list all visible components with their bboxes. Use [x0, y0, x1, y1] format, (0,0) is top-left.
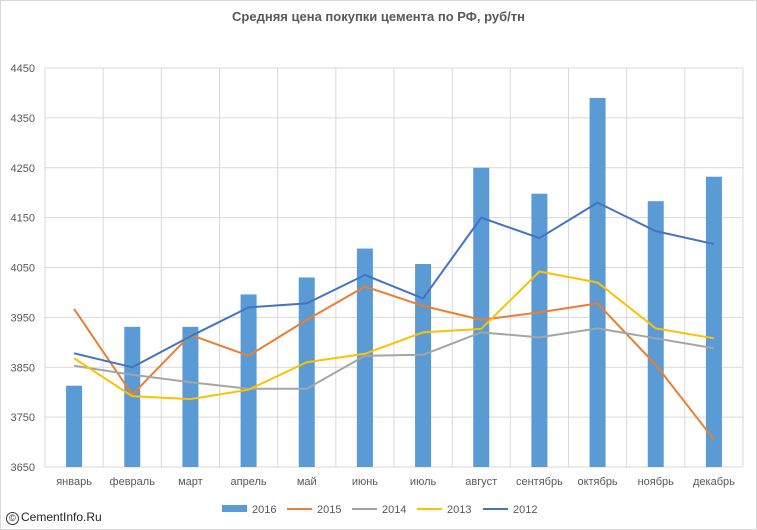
- legend: 2016 2015 2014 2013 2012: [222, 504, 537, 516]
- y-tick-label: 4450: [11, 63, 35, 75]
- bar-series: [66, 97, 722, 468]
- legend-label-2015: 2015: [317, 504, 341, 516]
- x-tick-label: сентябрь: [516, 476, 563, 488]
- legend-label-2013: 2013: [447, 504, 471, 516]
- x-tick-label: декабрь: [693, 476, 735, 488]
- bar-2016: [182, 326, 199, 467]
- bar-2016: [647, 201, 664, 467]
- line-2014: [73, 327, 715, 390]
- y-axis-ticks: 3650 3750 3850 3950 4050 4150 4250 4350 4450: [11, 63, 35, 474]
- x-tick-label: апрель: [231, 476, 267, 488]
- legend-label-2014: 2014: [382, 504, 406, 516]
- line-2012: [73, 201, 715, 369]
- x-tick-label: март: [178, 476, 203, 488]
- chart-title: Средняя цена покупки цемента по РФ, руб/…: [232, 9, 525, 24]
- y-tick-label: 4250: [11, 163, 35, 175]
- line-series: [73, 201, 715, 441]
- bar-2016: [705, 176, 722, 468]
- x-tick-label: май: [297, 476, 317, 488]
- y-tick-label: 3750: [11, 412, 35, 424]
- bar-2016: [531, 193, 548, 467]
- x-tick-label: июль: [410, 476, 437, 488]
- watermark-text: CementInfo.Ru: [21, 510, 102, 524]
- line-2013: [73, 270, 715, 401]
- y-tick-label: 3850: [11, 362, 35, 374]
- y-tick-label: 3650: [11, 462, 35, 474]
- x-tick-label: август: [465, 476, 497, 488]
- y-tick-label: 3950: [11, 312, 35, 324]
- bar-2016: [298, 277, 315, 467]
- legend-swatch-2016: [222, 505, 247, 512]
- bar-2016: [473, 167, 490, 467]
- watermark: © CementInfo.Ru: [6, 510, 102, 525]
- bar-2016: [356, 248, 373, 467]
- y-tick-label: 4350: [11, 113, 35, 125]
- x-tick-label: январь: [56, 476, 92, 488]
- x-axis-ticks: январь февраль март апрель май июнь июль август…: [56, 476, 735, 488]
- line-2015: [73, 285, 715, 441]
- x-tick-label: октябрь: [577, 476, 617, 488]
- bar-2016: [240, 294, 257, 467]
- legend-label-2012: 2012: [513, 504, 537, 516]
- x-tick-label: июнь: [352, 476, 378, 488]
- y-tick-label: 4050: [11, 263, 35, 275]
- bar-2016: [66, 385, 83, 467]
- x-tick-label: ноябрь: [638, 476, 675, 488]
- legend-label-2016: 2016: [252, 504, 276, 516]
- copyright-icon: ©: [6, 512, 19, 525]
- bar-2016: [415, 264, 432, 467]
- y-tick-label: 4150: [11, 213, 35, 225]
- x-tick-label: февраль: [110, 476, 156, 488]
- gridlines: [44, 67, 744, 468]
